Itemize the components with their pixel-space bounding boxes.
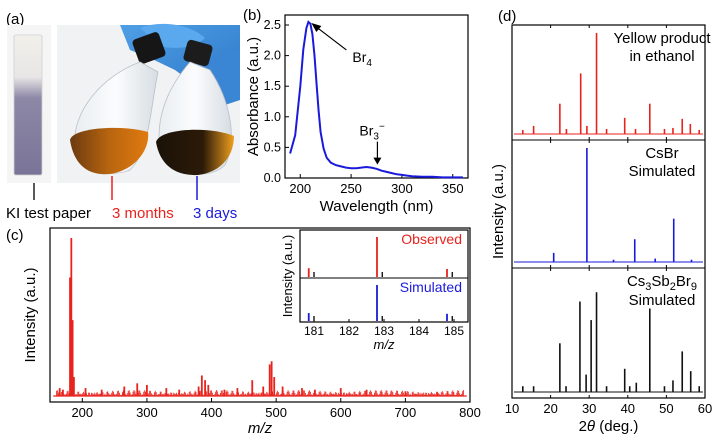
br3-arrowhead: [373, 157, 382, 165]
ms-x-tick-label: 700: [395, 405, 417, 420]
inset-x-tick-label: 185: [444, 324, 464, 338]
observed-label: Observed: [401, 231, 462, 247]
absorbance-x-tick-label: 350: [442, 181, 464, 196]
absorbance-y-tick-label: 1.0: [264, 110, 281, 124]
absorbance-y-tick-label: 2.5: [264, 18, 281, 32]
xrd-x-tick-label: 10: [505, 401, 519, 416]
panel-label-c: (c): [6, 227, 24, 244]
br4-annotation: Br4: [352, 49, 372, 69]
ms-y-axis-label: Intensity (a.u.): [22, 267, 39, 362]
absorbance-y-tick-label: 2.0: [264, 49, 281, 63]
mass-spectrum-chart: 200 300 400 500 600 700 800 m/z Intensity (a.u.)…: [22, 227, 481, 437]
three-days-label: 3 days: [193, 205, 237, 222]
panel-label-a: (a): [6, 11, 24, 28]
xrd-x-tick-label: 30: [582, 401, 596, 416]
absorbance-y-tick-label: 0.0: [264, 171, 281, 185]
ms-x-tick-label: 800: [459, 405, 481, 420]
ms-noise: [56, 390, 464, 396]
xrd-series-label: Simulated: [629, 292, 696, 309]
ms-x-tick-label: 200: [71, 405, 93, 420]
xrd-series-label: Cs3Sb2Br9: [627, 273, 697, 293]
xrd-frame: [511, 24, 706, 399]
absorbance-x-axis-label: Wavelength (nm): [320, 198, 434, 215]
ms-inset-frame: [299, 229, 469, 323]
br3-annotation: Br3−: [359, 122, 385, 143]
ms-x-tick-label: 400: [201, 405, 223, 420]
ki-test-paper-label: KI test paper: [6, 205, 91, 222]
three-months-label: 3 months: [112, 205, 174, 222]
panel-label-b: (b): [243, 7, 261, 24]
absorbance-y-tick-label: 0.5: [264, 140, 281, 154]
xrd-series-label: Yellow product: [613, 30, 711, 47]
xrd-series-label: CsBr: [645, 145, 678, 162]
xrd-series-label: in ethanol: [629, 48, 694, 65]
panel-a: (a) KI test paper 3 months 3 days: [6, 11, 240, 222]
panel-label-d: (d): [498, 8, 516, 25]
absorbance-x-tick-label: 200: [289, 181, 311, 196]
absorbance-y-axis-label: Absorbance (a.u.): [245, 37, 262, 156]
absorbance-y-tick-label: 1.5: [264, 79, 281, 93]
xrd-y-axis-label: Intensity (a.u.): [490, 164, 507, 259]
absorbance-x-tick-label: 250: [340, 181, 362, 196]
ms-x-tick-label: 500: [265, 405, 287, 420]
ki-test-paper-photo: [7, 25, 51, 183]
inset-x-tick-label: 183: [374, 324, 394, 338]
inset-x-axis-label: m/z: [374, 337, 395, 352]
xrd-series-label: Simulated: [629, 163, 696, 180]
panel-c: (c) 200 300 400 500 600 700 800 m/z Intensity (a…: [6, 227, 481, 437]
absorbance-frame: [284, 14, 469, 179]
inset-x-tick-label: 184: [409, 324, 429, 338]
absorbance-chart: 200 250 300 350 0.0 0.5 1.0 1.5 2.0 2.5 Wavelength…: [245, 14, 469, 215]
xrd-x-tick-label: 40: [621, 401, 635, 416]
xrd-x-tick-label: 20: [543, 401, 557, 416]
absorbance-line: [289, 20, 463, 179]
panel-b: (b) 200 250 300 350 0.0 0.5 1.0 1.5 2.0 2.5 Wavele…: [243, 7, 469, 215]
xrd-x-tick-label: 50: [659, 401, 673, 416]
inset-y-axis-label: Intensity (a.u.): [280, 235, 295, 317]
inset-x-tick-label: 182: [339, 324, 359, 338]
ms-x-tick-label: 600: [330, 405, 352, 420]
simulated-label: Simulated: [400, 279, 462, 295]
ms-x-axis-label: m/z: [248, 420, 273, 437]
br4-arrowhead: [311, 22, 322, 32]
inset-x-tick-label: 181: [304, 324, 324, 338]
ms-frame: [49, 227, 471, 403]
ms-x-tick-label: 300: [136, 405, 158, 420]
vials-photo: [57, 23, 240, 183]
absorbance-x-tick-label: 300: [391, 181, 413, 196]
xrd-x-axis-label: 2θ (deg.): [579, 418, 639, 435]
xrd-x-tick-label: 60: [698, 401, 712, 416]
